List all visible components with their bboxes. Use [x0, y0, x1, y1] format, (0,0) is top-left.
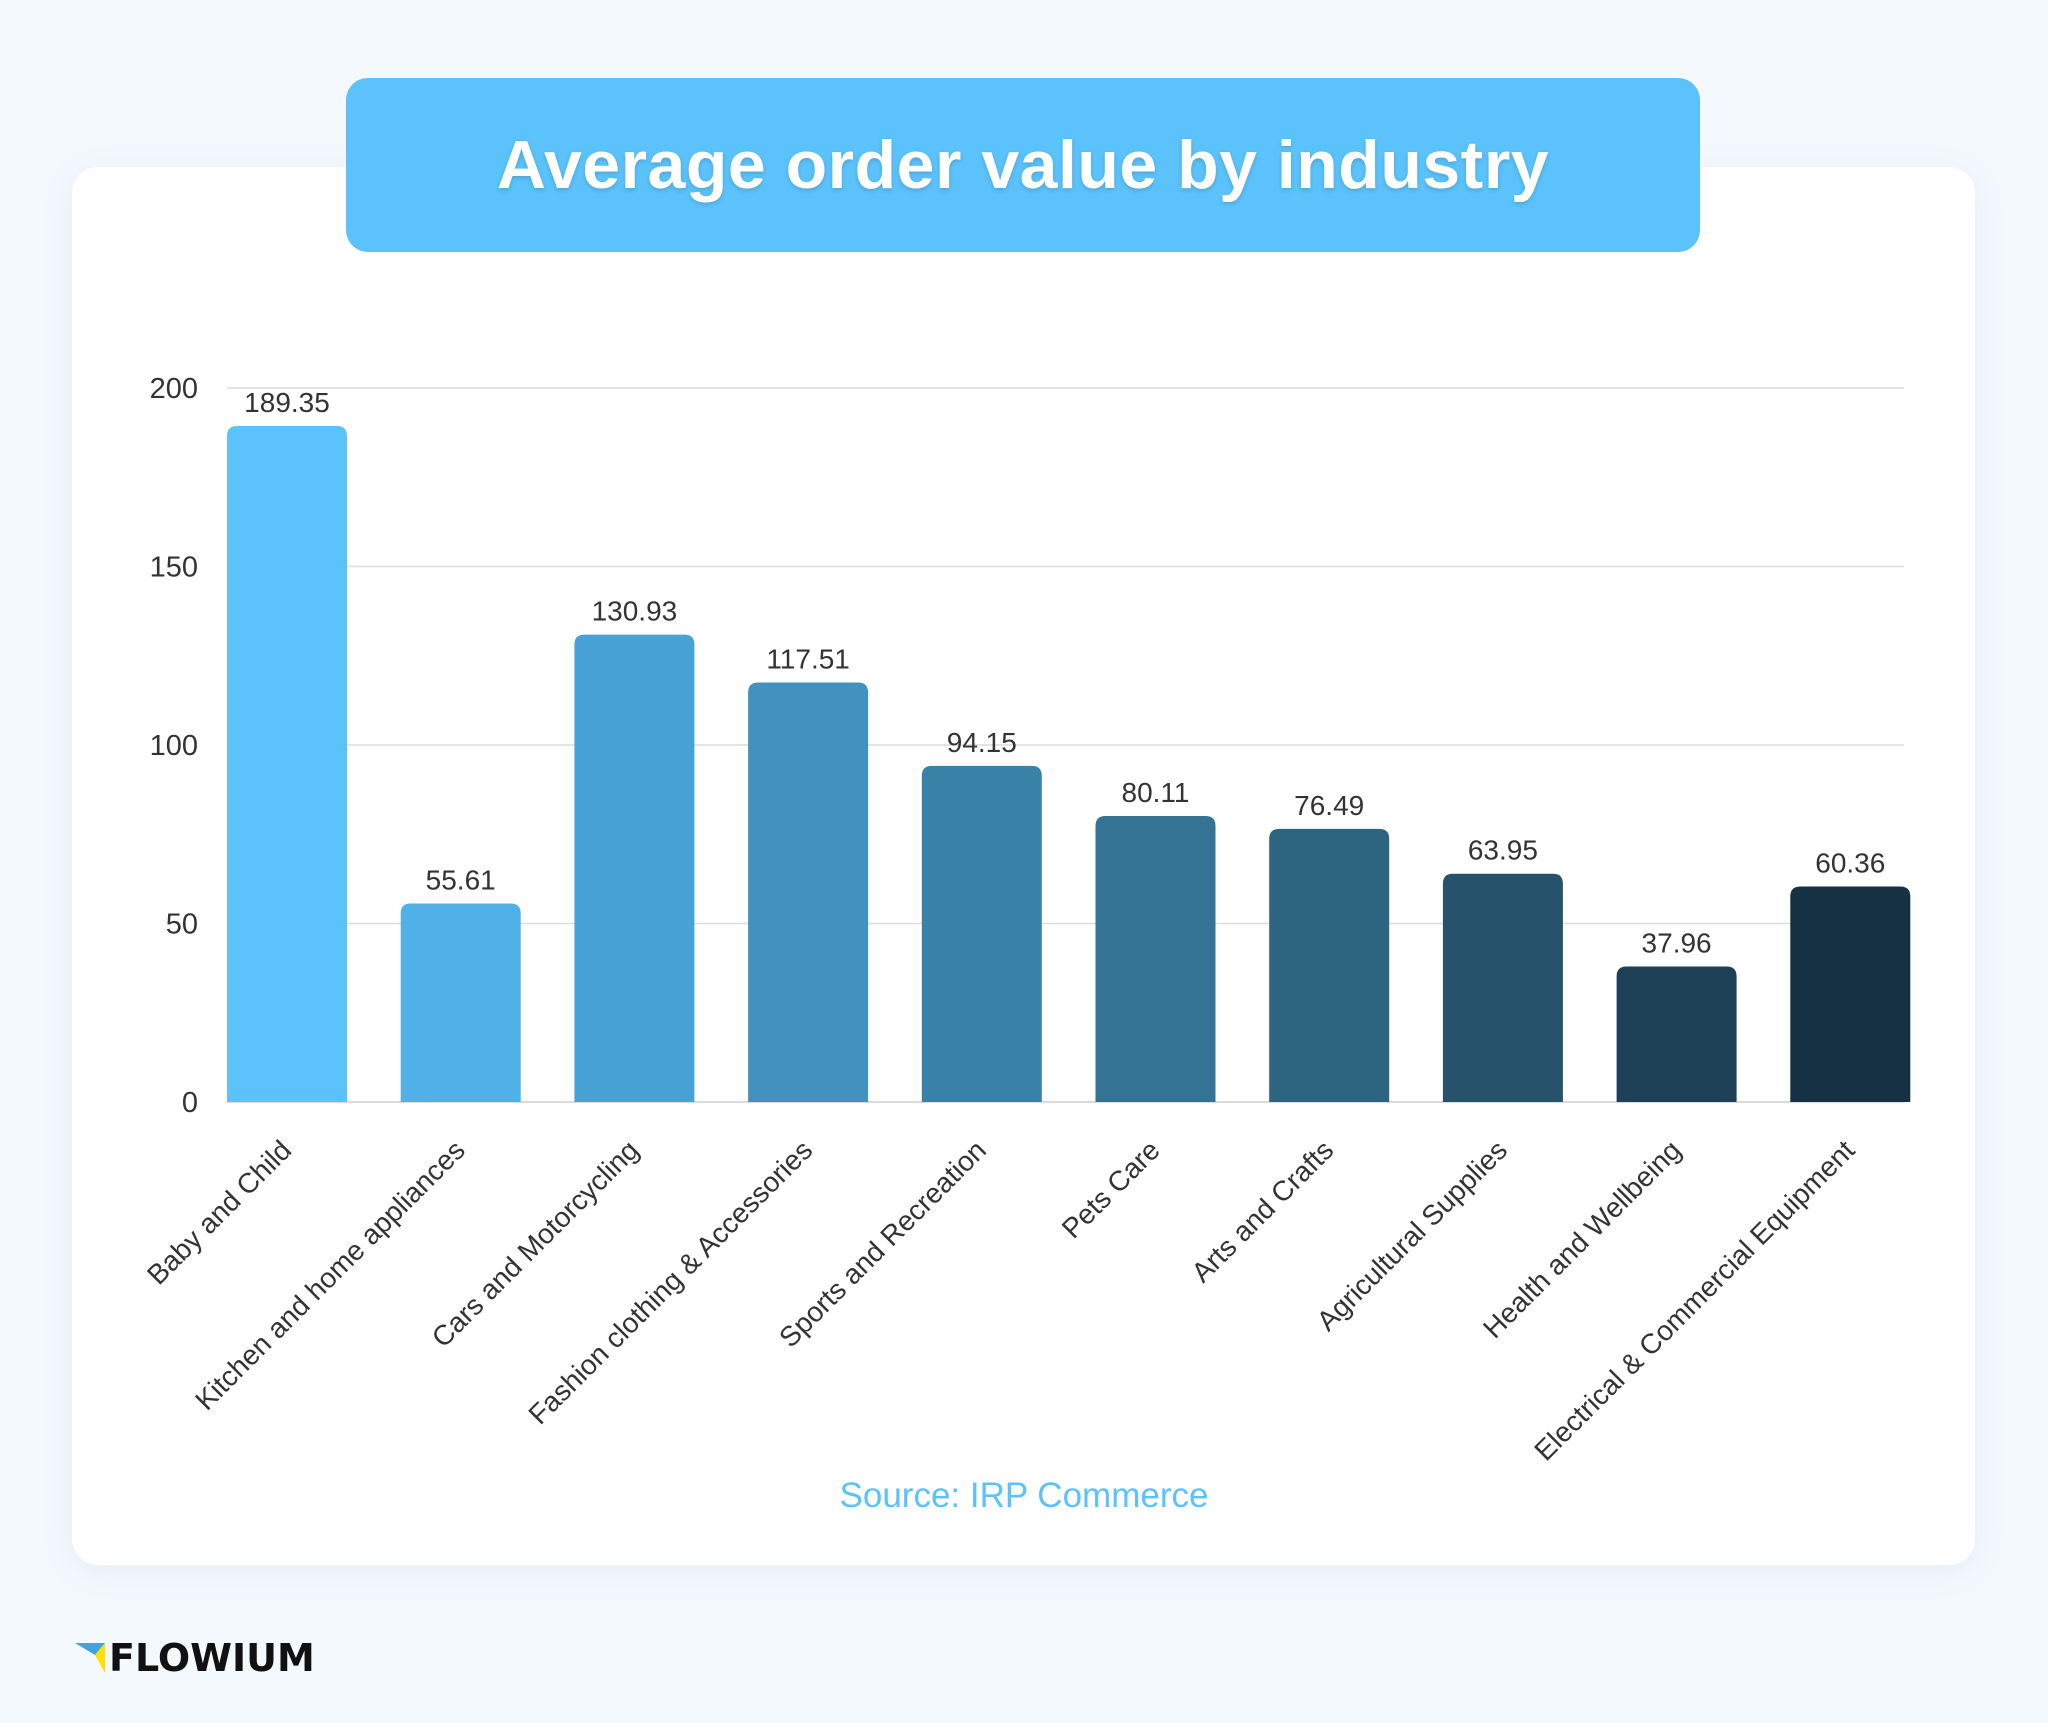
x-category-label: Kitchen and home appliances [189, 1134, 471, 1416]
bar [1269, 828, 1390, 1102]
bar [400, 903, 521, 1102]
logo-text: FLOWIUM [109, 1636, 315, 1680]
bar [574, 634, 695, 1102]
bar [227, 426, 347, 1102]
data-label: 94.15 [947, 727, 1017, 758]
data-label: 80.11 [1122, 777, 1190, 808]
bar [1616, 966, 1737, 1102]
data-label: 55.61 [426, 864, 496, 895]
y-tick-label: 0 [182, 1087, 198, 1119]
data-label: 130.93 [592, 596, 678, 627]
x-category-label: Pets Care [1056, 1134, 1166, 1244]
x-category-label: Arts and Crafts [1185, 1134, 1339, 1288]
logo-mark-icon [75, 1643, 105, 1673]
bar [1790, 886, 1911, 1102]
data-label: 60.36 [1815, 848, 1885, 879]
title-banner: Average order value by industry [346, 78, 1700, 252]
y-tick-label: 150 [150, 552, 198, 584]
x-category-label: Electrical & Commercial Equipment [1528, 1134, 1860, 1466]
x-category-label: Fashion clothing & Accessories [522, 1134, 818, 1430]
data-label: 117.51 [766, 643, 850, 674]
x-category-label: Baby and Child [141, 1134, 297, 1290]
x-category-label: Health and Wellbeing [1477, 1134, 1687, 1344]
bar [1442, 873, 1563, 1102]
data-label: 76.49 [1294, 790, 1364, 821]
y-tick-label: 50 [166, 909, 198, 941]
x-category-label: Agricultural Supplies [1311, 1134, 1513, 1336]
data-label: 189.35 [244, 387, 330, 418]
chart-title: Average order value by industry [496, 127, 1550, 203]
flowium-logo: FLOWIUM [75, 1636, 315, 1680]
bar [1095, 816, 1216, 1102]
source-note: Source: IRP Commerce [839, 1476, 1209, 1515]
y-tick-label: 100 [150, 730, 198, 762]
bar [921, 765, 1042, 1102]
bar [748, 682, 869, 1102]
data-label: 63.95 [1468, 835, 1538, 866]
data-label: 37.96 [1642, 927, 1712, 958]
y-tick-label: 200 [150, 373, 198, 405]
